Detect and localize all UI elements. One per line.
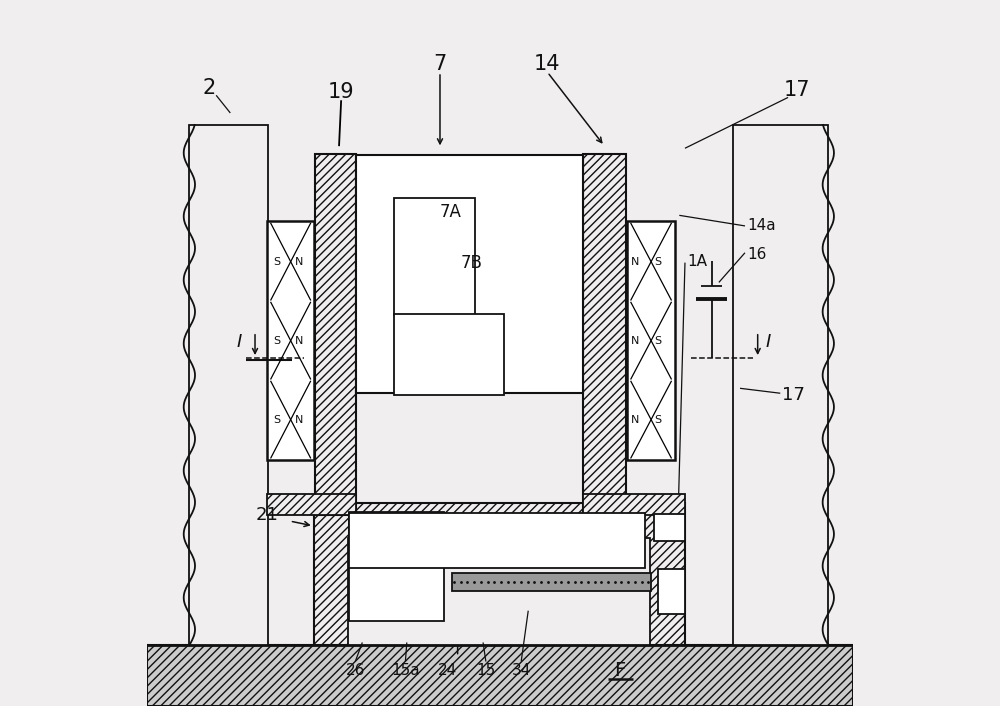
Bar xyxy=(349,512,444,621)
Text: 26: 26 xyxy=(346,663,365,678)
Bar xyxy=(267,494,356,515)
Text: 34: 34 xyxy=(511,663,531,678)
Bar xyxy=(658,569,685,614)
Text: N: N xyxy=(295,335,304,346)
Text: 2: 2 xyxy=(203,78,216,98)
Text: S: S xyxy=(273,257,280,267)
Bar xyxy=(267,221,314,460)
Text: F: F xyxy=(614,662,626,680)
Bar xyxy=(654,514,685,541)
Bar xyxy=(348,538,650,645)
Text: 19: 19 xyxy=(328,82,354,102)
Text: 14: 14 xyxy=(534,54,561,73)
Text: S: S xyxy=(655,414,662,424)
Text: S: S xyxy=(273,414,280,424)
Text: S: S xyxy=(655,257,662,267)
Text: 1A: 1A xyxy=(687,253,707,269)
Text: S: S xyxy=(273,335,280,346)
Text: S: S xyxy=(655,335,662,346)
Text: 16: 16 xyxy=(747,246,766,262)
Bar xyxy=(189,125,268,645)
Text: 17: 17 xyxy=(782,386,805,405)
Bar xyxy=(627,221,675,460)
Bar xyxy=(147,645,853,706)
Bar xyxy=(349,513,645,568)
Bar xyxy=(452,573,651,591)
Bar xyxy=(583,494,685,515)
Text: 7A: 7A xyxy=(440,203,462,221)
Text: N: N xyxy=(631,335,640,346)
Text: N: N xyxy=(295,257,304,267)
Text: 17: 17 xyxy=(783,80,810,100)
Text: N: N xyxy=(631,257,640,267)
Text: 7: 7 xyxy=(433,54,447,73)
Bar xyxy=(356,155,583,393)
Text: N: N xyxy=(295,414,304,424)
Bar xyxy=(394,198,475,315)
Bar xyxy=(314,503,685,645)
Text: 21: 21 xyxy=(256,506,278,525)
Text: 14a: 14a xyxy=(747,218,776,234)
Text: 15a: 15a xyxy=(391,663,420,678)
Bar xyxy=(733,125,828,645)
Text: 24: 24 xyxy=(438,663,457,678)
Bar xyxy=(394,314,504,395)
Bar xyxy=(315,154,356,515)
Text: 15: 15 xyxy=(476,663,496,678)
Text: I: I xyxy=(236,333,241,352)
Text: I: I xyxy=(766,333,771,352)
Text: N: N xyxy=(631,414,640,424)
Text: 7B: 7B xyxy=(461,253,483,272)
Bar xyxy=(583,154,626,515)
